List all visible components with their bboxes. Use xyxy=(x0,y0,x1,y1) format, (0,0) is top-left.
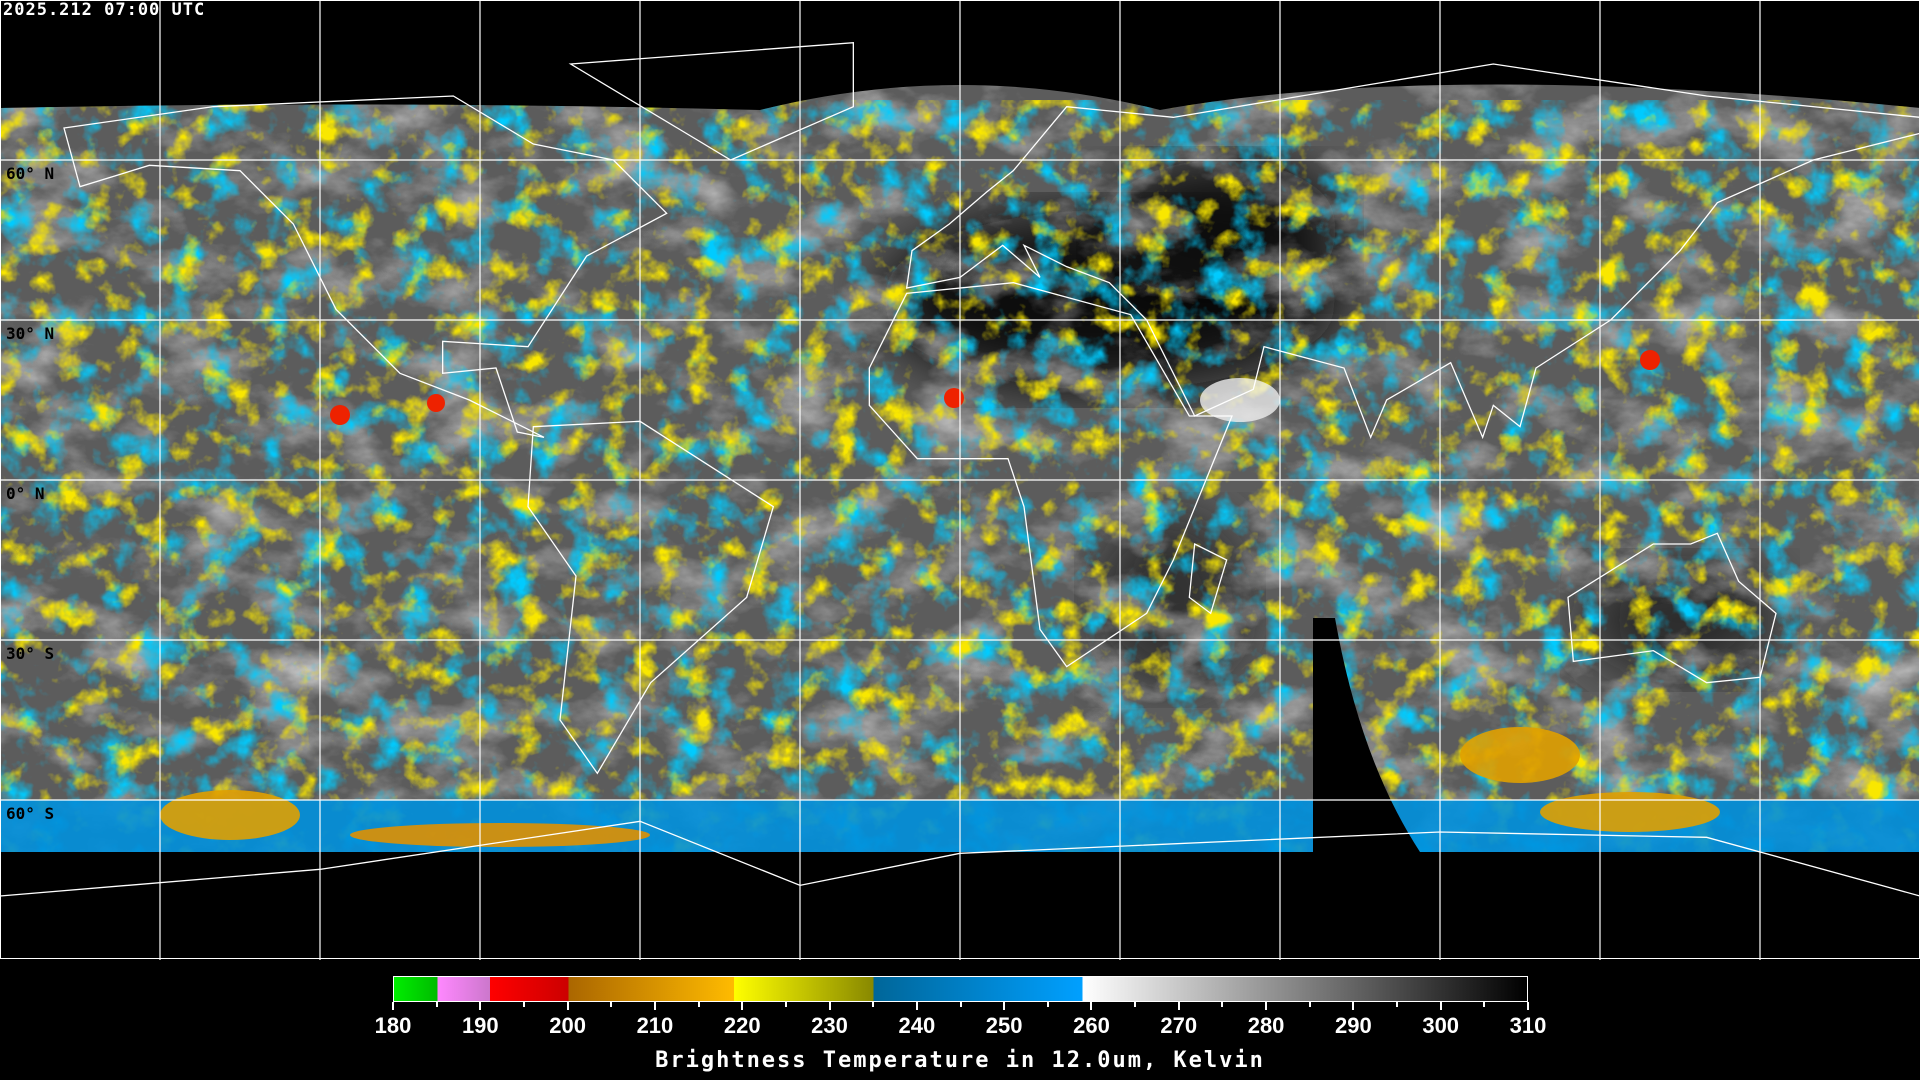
coastline-north_america xyxy=(63,95,668,438)
colorbar-tick xyxy=(522,1002,525,1007)
colorbar-tick-label: 310 xyxy=(1509,1013,1547,1038)
colorbar-tick xyxy=(392,1002,394,1010)
colorbar-tick xyxy=(1046,1002,1049,1007)
colorbar-tick-label: 250 xyxy=(985,1013,1023,1038)
colorbar-tick-label: 190 xyxy=(461,1013,499,1038)
colorbar-tick-label: 200 xyxy=(549,1013,586,1038)
colorbar-tick-label: 210 xyxy=(636,1013,674,1038)
colorbar-tick xyxy=(479,1002,482,1010)
coastline-south_america xyxy=(527,420,775,775)
colorbar-tick-label: 180 xyxy=(374,1013,412,1038)
colorbar-tick-label: 300 xyxy=(1422,1013,1460,1038)
colorbar-tick xyxy=(610,1002,613,1007)
colorbar-tick-label: 280 xyxy=(1247,1013,1285,1038)
coastline-australia xyxy=(1567,532,1777,684)
colorbar-title: Brightness Temperature in 12.0um, Kelvin xyxy=(655,1048,1265,1073)
colorbar-tick xyxy=(435,1002,438,1007)
colorbar-tick xyxy=(1177,1002,1180,1010)
coastline-africa xyxy=(868,282,1233,668)
colorbar-tick xyxy=(1265,1002,1268,1010)
timestamp: 2025.212 07:00 UTC xyxy=(3,0,206,20)
lat-label-60n: 60° N xyxy=(6,164,55,183)
colorbar-tick xyxy=(959,1002,962,1007)
colorbar-tick-label: 260 xyxy=(1073,1013,1110,1038)
lat-label-30s: 30° S xyxy=(6,644,55,663)
coastline-greenland xyxy=(568,41,854,161)
lat-lon-grid xyxy=(0,0,1920,960)
colorbar-tick-label: 240 xyxy=(898,1013,936,1038)
coastline-madagascar xyxy=(1188,542,1228,615)
colorbar-tick xyxy=(915,1002,918,1010)
lat-label-0n: 0° N xyxy=(6,484,45,503)
colorbar-tick-label: 220 xyxy=(723,1013,761,1038)
coastlines xyxy=(0,41,1920,897)
colorbar xyxy=(393,976,1528,1002)
colorbar-tick-label: 290 xyxy=(1335,1013,1372,1038)
colorbar-tick-label: 270 xyxy=(1160,1013,1198,1038)
colorbar-tick xyxy=(872,1002,875,1007)
coastline-antarctica xyxy=(0,820,1920,897)
colorbar-tick xyxy=(1134,1002,1137,1007)
colorbar-tick xyxy=(1483,1002,1486,1007)
colorbar-tick xyxy=(1527,1002,1529,1010)
colorbar-tick-label: 230 xyxy=(811,1013,848,1038)
colorbar-tick xyxy=(653,1002,656,1010)
colorbar-tick xyxy=(1439,1002,1442,1010)
colorbar-tick xyxy=(566,1002,569,1010)
colorbar-tick xyxy=(1396,1002,1399,1007)
satellite-ir-map xyxy=(0,0,1920,960)
lat-label-30n: 30° N xyxy=(6,324,55,343)
colorbar-tick xyxy=(1003,1002,1006,1010)
colorbar-tick xyxy=(1352,1002,1355,1010)
lat-label-60s: 60° S xyxy=(6,804,55,823)
colorbar-tick xyxy=(697,1002,700,1007)
colorbar-tick xyxy=(828,1002,831,1010)
colorbar-tick xyxy=(784,1002,787,1007)
colorbar-tick xyxy=(741,1002,744,1010)
colorbar-tick xyxy=(1221,1002,1224,1007)
colorbar-tick xyxy=(1090,1002,1093,1010)
coastline-eurasia xyxy=(905,63,1920,440)
colorbar-tick xyxy=(1308,1002,1311,1007)
